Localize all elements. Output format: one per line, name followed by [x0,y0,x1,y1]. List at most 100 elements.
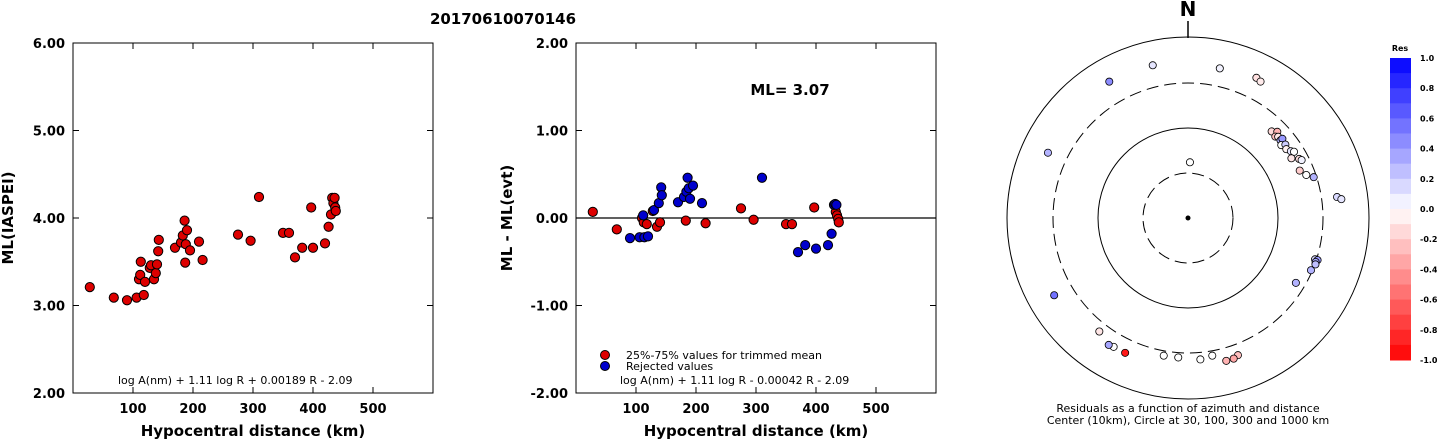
panel2-formula: log A(nm) + 1.11 log R - 0.00042 R - 2.0… [620,374,849,387]
legend-red-marker [600,350,610,360]
data-point-series-1 [810,243,822,254]
data-point-series-1 [624,233,636,244]
panel1-ticks: 2.00 3.00 4.00 5.00 6.00 100 200 300 400 500 [33,37,433,417]
colorbar-tick-label: -0.2 [1420,235,1437,244]
data-point-series-0 [735,203,747,214]
station-residual-point [1256,77,1265,86]
data-point-series-0 [330,205,341,217]
data-point-series-0 [748,214,759,225]
colorbar-tick-label: 0.0 [1420,205,1435,214]
residual-colorbar: Res 1.0 0.8 0.6 0.4 0.2 0.0 -0.2 -0.4 -0.6 -0.8 -1… [1390,44,1437,365]
data-point-series-0 [153,234,164,245]
y-tick-label: -2.00 [531,387,568,402]
data-point-series-0 [654,217,666,228]
y-tick-label: 0.00 [536,212,568,227]
data-point-series-0 [150,268,161,279]
north-label: N [1180,0,1197,21]
data-point-series-0 [833,217,844,228]
data-point-series-0 [253,191,265,203]
x-tick-label: 200 [179,402,206,417]
azimuth-residual-panel: N Residuals as a function of azimuth and… [1006,0,1370,427]
colorbar-cells [1390,58,1411,361]
colorbar-cell [1390,284,1411,301]
colorbar-tick-label: 0.8 [1420,84,1435,93]
colorbar-cell [1390,224,1411,240]
panel1-points [84,191,341,306]
x-tick-label: 400 [299,402,326,417]
data-point-series-0 [184,245,196,256]
colorbar-tick-label: 0.2 [1420,175,1434,184]
data-point-series-0 [307,242,319,253]
data-point-series-0 [786,219,798,230]
station-residual-point [1104,340,1113,349]
colorbar-cell [1390,239,1411,255]
colorbar-cell [1390,58,1411,74]
data-point-series-0 [245,235,256,246]
panel2-x-axis-label: Hypocentral distance (km) [644,422,869,440]
station-residual-point [1050,291,1059,300]
x-tick-label: 200 [682,402,709,417]
station-residual-point [1105,77,1114,86]
epicenter-dot [1185,215,1191,221]
colorbar-tick-label: 0.4 [1420,145,1435,154]
data-point-series-0 [289,252,301,263]
station-residual-point [1302,170,1311,179]
station-residual-point [1159,351,1168,360]
station-residual-point [1121,348,1130,357]
data-point-series-1 [756,172,768,183]
panel2-points [587,172,844,258]
data-point-series-0 [181,225,193,236]
data-point-series-0 [700,218,711,229]
station-residual-point [1309,173,1318,182]
polar-points [1043,61,1346,365]
colorbar-cell [1390,103,1411,119]
station-residual-point [1043,148,1052,157]
x-tick-label: 100 [119,402,146,417]
data-point-series-0 [641,219,652,230]
data-point-series-0 [587,206,598,217]
legend-blue-marker [600,361,610,371]
data-point-series-0 [611,224,622,235]
magnitude-vs-distance-panel: 2.00 3.00 4.00 5.00 6.00 100 200 300 400 500 ML(I… [0,37,434,440]
station-residual-point [1306,266,1315,275]
data-point-series-1 [800,240,811,251]
station-residual-point [1174,353,1183,362]
station-residual-point [1148,61,1157,70]
station-residual-point [1222,356,1231,365]
data-point-series-1 [638,210,649,221]
station-residual-point [1229,354,1238,363]
data-point-series-1 [682,172,693,183]
y-tick-label: 4.00 [33,212,65,227]
figure-title: 20170610070146 [430,10,576,28]
colorbar-cell [1390,73,1411,89]
y-tick-label: 5.00 [33,125,65,140]
legend-trimmed-mean-label: 25%-75% values for trimmed mean [626,349,822,362]
panel2-y-axis-label: ML - ML(evt) [498,165,516,271]
data-point-series-0 [232,229,244,240]
colorbar-cell [1390,299,1411,316]
station-residual-point [1196,355,1205,364]
data-point-series-1 [684,193,696,204]
data-point-series-0 [306,202,317,213]
colorbar-cell [1390,163,1411,180]
station-residual-point [1185,158,1194,167]
colorbar-tick-label: -1.0 [1420,356,1437,365]
data-point-series-0 [283,227,295,238]
panel2-ticks: -2.00 -1.00 0.00 1.00 2.00 100 200 300 400 500 [531,37,936,417]
colorbar-cell [1390,314,1411,331]
colorbar-cell [1390,254,1411,270]
data-point-series-0 [135,256,146,267]
panel1-formula: log A(nm) + 1.11 log R + 0.00189 R - 2.0… [118,374,352,387]
colorbar-cell [1390,88,1411,104]
data-point-series-0 [151,259,163,270]
data-point-series-0 [153,246,164,257]
station-residual-point [1337,195,1346,204]
data-point-series-0 [108,292,119,303]
legend-rejected-label: Rejected values [626,360,713,373]
data-point-series-1 [792,247,804,258]
data-point-series-0 [319,238,331,249]
residual-vs-distance-panel: -2.00 -1.00 0.00 1.00 2.00 100 200 300 400 500 ML… [498,37,937,440]
y-tick-label: 1.00 [536,125,568,140]
x-tick-label: 300 [742,402,769,417]
